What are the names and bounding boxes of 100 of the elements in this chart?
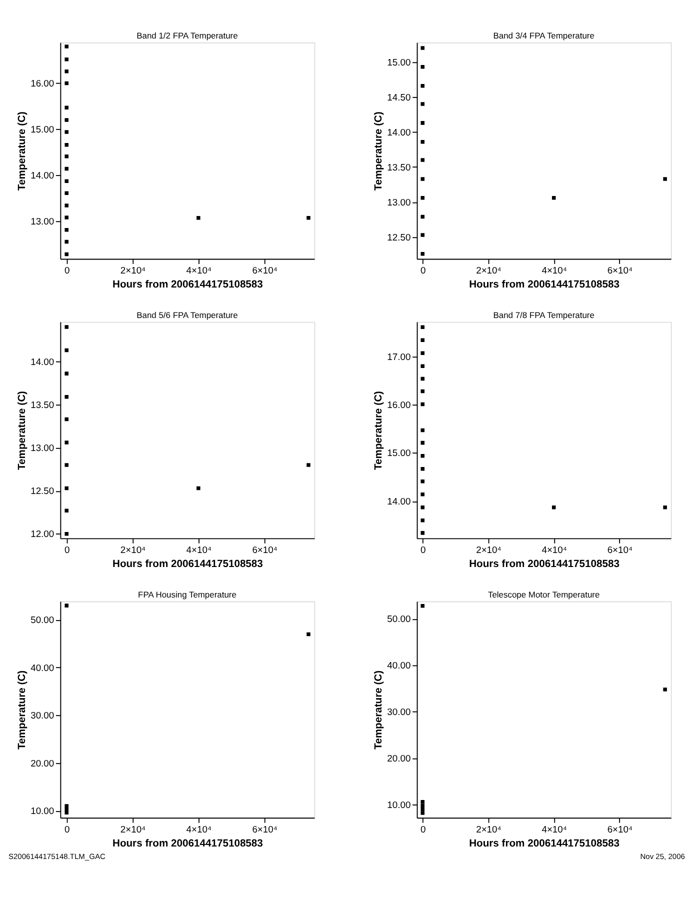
point	[64, 486, 68, 490]
point	[64, 372, 68, 376]
point	[420, 252, 424, 256]
y-tick-label: 14.00	[30, 169, 54, 180]
point	[64, 179, 68, 184]
point	[420, 389, 424, 394]
point	[64, 130, 68, 134]
x-tick-label: 4×10⁴	[186, 544, 212, 555]
x-axis-title: Hours from 2006144175108583	[112, 838, 264, 850]
point	[420, 518, 424, 522]
x-tick-label: 0	[420, 544, 426, 555]
x-tick-label: 4×10⁴	[542, 264, 567, 276]
point	[552, 506, 556, 510]
y-tick-label: 12.00	[30, 528, 54, 540]
point	[420, 46, 424, 50]
x-tick-label: 6×10⁴	[607, 823, 633, 834]
x-tick-label: 0	[420, 823, 426, 834]
x-tick-label: 2×10⁴	[476, 264, 502, 276]
point	[64, 166, 68, 171]
y-tick-label: 50.00	[387, 613, 411, 624]
point	[420, 807, 424, 812]
y-tick-label: 13.00	[30, 215, 54, 226]
y-tick-label: 40.00	[30, 662, 54, 673]
point	[64, 69, 68, 74]
y-tick-label: 14.00	[387, 126, 411, 138]
point	[420, 479, 424, 484]
point	[420, 121, 424, 125]
x-axis-title: Hours from 2006144175108583	[112, 279, 264, 290]
y-tick-label: 10.00	[387, 798, 411, 810]
point	[420, 196, 424, 200]
y-tick-label: 30.00	[30, 710, 54, 721]
chart-title: Band 7/8 FPA Temperature	[493, 310, 595, 320]
point	[663, 177, 667, 181]
point	[64, 216, 68, 220]
point	[64, 204, 68, 208]
point	[420, 233, 424, 237]
y-tick-label: 15.00	[387, 56, 411, 68]
y-tick-label: 50.00	[30, 614, 54, 626]
y-axis-title: Temperature (C)	[16, 670, 28, 750]
point	[420, 65, 424, 69]
point	[306, 463, 310, 467]
x-axis-title: Hours from 2006144175108583	[112, 558, 264, 570]
point	[64, 463, 68, 467]
y-tick-label: 13.50	[387, 161, 411, 172]
chart-title: Band 5/6 FPA Temperature	[136, 310, 238, 320]
point	[420, 214, 424, 219]
x-axis-title: Hours from 2006144175108583	[469, 558, 620, 570]
y-tick-label: 30.00	[387, 706, 411, 718]
y-tick-label: 13.50	[30, 398, 54, 410]
x-tick-label: 4×10⁴	[186, 264, 212, 276]
point	[420, 506, 424, 510]
y-axis-title: Temperature (C)	[16, 112, 28, 191]
y-tick-label: 13.00	[387, 196, 411, 208]
chart-title: FPA Housing Temperature	[138, 590, 237, 600]
x-axis-title: Hours from 2006144175108583	[469, 838, 620, 850]
point	[420, 454, 424, 458]
y-tick-label: 15.00	[30, 124, 54, 135]
x-tick-label: 2×10⁴	[476, 544, 502, 555]
y-tick-label: 13.00	[30, 442, 54, 453]
point	[64, 228, 68, 232]
point	[420, 402, 424, 406]
point	[64, 191, 68, 195]
point	[64, 807, 68, 812]
point	[420, 376, 424, 381]
y-tick-label: 14.50	[387, 91, 411, 102]
y-tick-label: 20.00	[387, 752, 411, 764]
point	[64, 118, 68, 122]
point	[420, 531, 424, 535]
point	[196, 216, 200, 220]
point	[64, 58, 68, 62]
point	[64, 604, 68, 608]
y-tick-label: 12.50	[30, 485, 54, 496]
point	[420, 364, 424, 368]
point	[64, 154, 68, 158]
point	[420, 440, 424, 445]
x-tick-label: 0	[64, 544, 70, 555]
y-axis-title: Temperature (C)	[373, 670, 384, 750]
point	[64, 508, 68, 513]
y-tick-label: 16.00	[387, 399, 411, 410]
point	[420, 177, 424, 181]
point	[420, 102, 424, 106]
x-tick-label: 4×10⁴	[186, 823, 212, 834]
point	[64, 252, 68, 256]
x-tick-label: 0	[420, 264, 426, 276]
point	[420, 428, 424, 432]
chart-title: Band 3/4 FPA Temperature	[493, 30, 595, 41]
x-tick-label: 2×10⁴	[476, 823, 502, 834]
x-tick-label: 6×10⁴	[252, 823, 278, 834]
x-tick-label: 0	[64, 264, 70, 276]
x-tick-label: 2×10⁴	[120, 544, 146, 555]
point	[64, 81, 68, 86]
point	[64, 325, 68, 329]
point	[64, 440, 68, 444]
y-tick-label: 40.00	[387, 660, 411, 671]
point	[64, 106, 68, 110]
point	[663, 688, 667, 692]
x-tick-label: 6×10⁴	[252, 544, 278, 555]
point	[64, 44, 68, 48]
point	[64, 810, 68, 815]
point	[420, 140, 424, 144]
